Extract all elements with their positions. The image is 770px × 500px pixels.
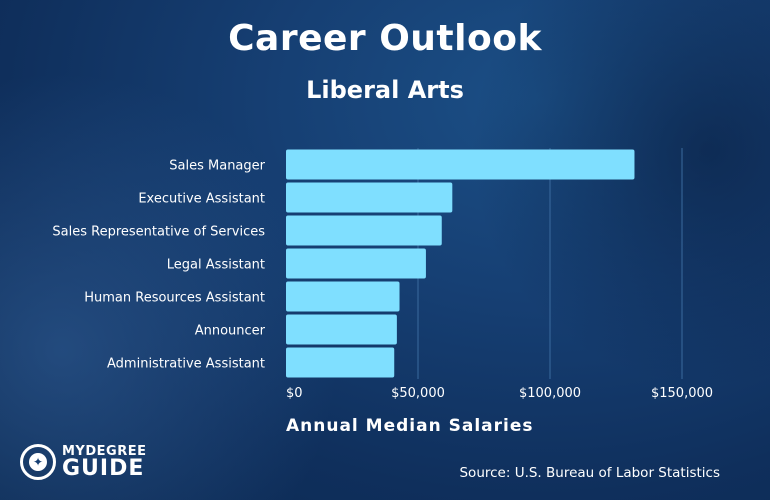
mydegreeguide-logo: ✦ MYDEGREE GUIDE xyxy=(20,440,146,484)
category-label: Announcer xyxy=(195,324,266,339)
tick-label: $150,000 xyxy=(651,386,713,401)
tick-label: $50,000 xyxy=(391,386,445,401)
category-label: Human Resources Assistant xyxy=(84,291,265,306)
source-note: Source: U.S. Bureau of Labor Statistics xyxy=(459,465,720,481)
logo-text-top: MYDEGREE xyxy=(62,443,147,459)
category-label: Administrative Assistant xyxy=(107,357,265,372)
tick-label: $100,000 xyxy=(519,386,581,401)
chart-title: Career Outlook xyxy=(228,18,542,59)
chart-subtitle: Liberal Arts xyxy=(306,76,464,104)
bar xyxy=(286,215,442,246)
bar xyxy=(286,182,453,213)
compass-icon: ✦ xyxy=(20,444,56,480)
category-label: Legal Assistant xyxy=(167,258,265,273)
bar xyxy=(286,248,426,279)
bar xyxy=(286,281,400,312)
bar xyxy=(286,347,395,378)
category-label: Sales Manager xyxy=(169,159,265,174)
category-label: Sales Representative of Services xyxy=(52,225,265,240)
bar xyxy=(286,149,635,180)
tick-label: $0 xyxy=(286,386,303,401)
x-axis-label: Annual Median Salaries xyxy=(286,416,534,436)
category-label: Executive Assistant xyxy=(138,192,265,207)
bar xyxy=(286,314,397,345)
logo-text-bottom: GUIDE xyxy=(62,455,145,481)
